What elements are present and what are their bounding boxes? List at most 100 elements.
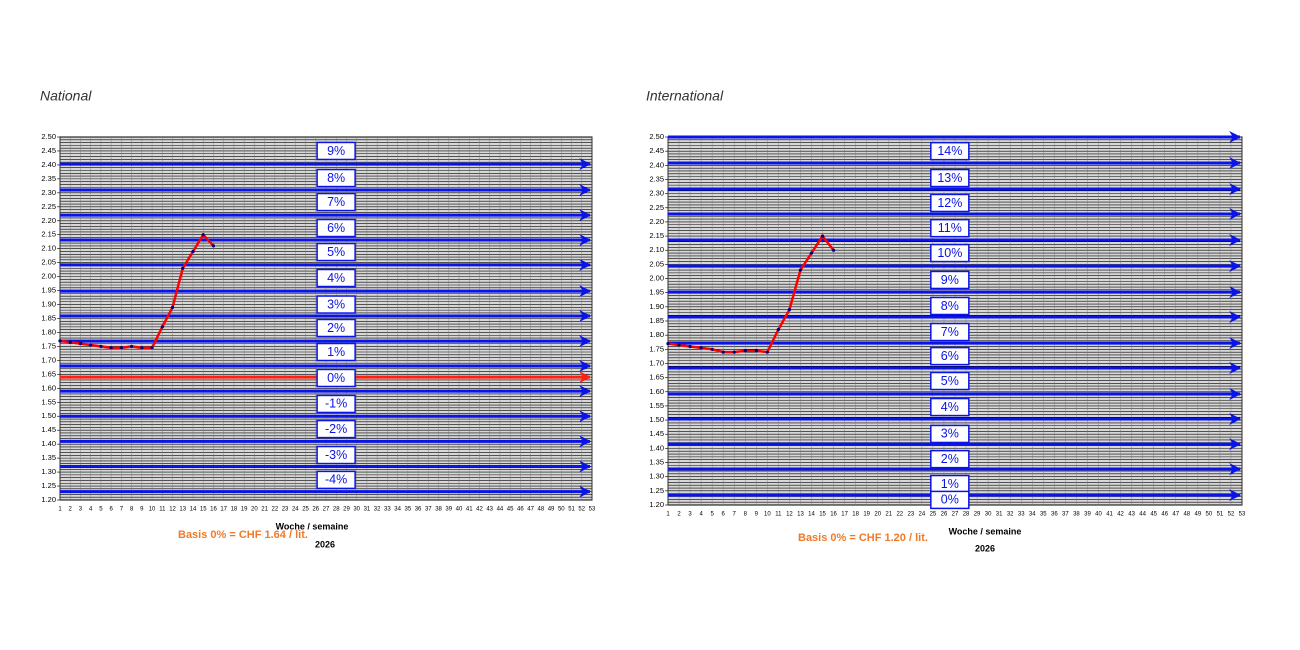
data-point (89, 343, 93, 347)
x-tick-label: 22 (272, 507, 279, 513)
x-tick-label: 39 (1084, 512, 1091, 518)
basis-annotation: Basis 0% = CHF 1.20 / lit. (798, 532, 928, 544)
x-axis-label: Woche / semaine (949, 526, 1022, 536)
data-point (211, 244, 216, 248)
level-box (930, 218, 970, 238)
y-tick-label: 1.85 (649, 316, 664, 325)
y-tick-label: 1.95 (649, 288, 664, 297)
y-tick-label: 1.20 (41, 495, 56, 504)
level-label: 3% (327, 297, 345, 311)
x-tick-label: 51 (568, 507, 575, 513)
x-tick-label: 49 (1195, 512, 1202, 518)
x-tick-label: 13 (797, 512, 804, 518)
level-box (930, 270, 970, 290)
level-box (930, 243, 970, 263)
data-point (732, 350, 736, 354)
data-point (688, 344, 692, 349)
y-tick-label: 2.10 (649, 245, 664, 254)
y-tick-label: 1.25 (41, 481, 56, 490)
x-axis-year: 2026 (315, 539, 335, 549)
x-tick-label: 41 (1106, 512, 1113, 518)
x-tick-label: 18 (231, 507, 238, 513)
x-tick-label: 16 (210, 507, 217, 513)
x-tick-label: 22 (896, 512, 903, 518)
x-tick-label: 41 (466, 507, 473, 513)
y-tick-label: 2.45 (41, 146, 56, 155)
data-point (710, 347, 714, 351)
y-tick-label: 2.05 (41, 258, 56, 267)
x-tick-label: 43 (486, 507, 493, 513)
level-box (316, 218, 356, 238)
y-tick-label: 1.70 (649, 358, 664, 367)
level-label: 2% (941, 452, 959, 466)
x-tick-label: 16 (830, 512, 837, 518)
y-tick-label: 1.60 (649, 387, 664, 396)
x-tick-label: 9 (140, 507, 144, 513)
x-tick-label: 40 (456, 507, 463, 513)
data-line (667, 233, 835, 354)
level-label: 1% (327, 345, 345, 359)
y-tick-label: 1.30 (649, 472, 664, 481)
level-label: 14% (937, 144, 962, 158)
level-label: 13% (937, 171, 962, 185)
x-tick-label: 12 (169, 507, 176, 513)
level-box (930, 322, 970, 342)
data-point (787, 308, 792, 312)
level-label: 0% (941, 493, 959, 507)
level-label: 5% (941, 374, 959, 388)
x-tick-label: 15 (200, 507, 207, 513)
x-tick-label: 53 (1239, 512, 1246, 518)
level-label: 4% (327, 271, 345, 285)
x-tick-label: 42 (476, 507, 483, 513)
level-box (316, 368, 356, 388)
y-tick-label: 1.75 (649, 344, 664, 353)
level-label: 9% (327, 144, 345, 158)
level-label: 5% (327, 245, 345, 259)
y-tick-label: 1.35 (649, 458, 664, 467)
x-tick-label: 23 (908, 512, 915, 518)
y-tick-label: 2.50 (41, 132, 56, 141)
x-tick-label: 51 (1217, 512, 1224, 518)
x-tick-label: 36 (1051, 512, 1058, 518)
x-tick-label: 27 (323, 507, 330, 513)
x-tick-label: 17 (841, 512, 848, 518)
data-point (699, 346, 703, 350)
y-tick-label: 2.20 (41, 216, 56, 225)
x-tick-label: 12 (786, 512, 793, 518)
y-tick-label: 2.40 (649, 160, 664, 169)
x-tick-label: 4 (89, 507, 93, 513)
level-box (930, 193, 970, 213)
x-tick-label: 31 (364, 507, 371, 513)
y-tick-label: 1.50 (41, 411, 56, 420)
x-tick-label: 34 (394, 507, 401, 513)
level-box (316, 242, 356, 262)
data-point (743, 349, 747, 353)
level-label: 2% (327, 321, 345, 335)
level-box (930, 424, 970, 444)
level-box (316, 394, 356, 414)
y-tick-label: 2.35 (41, 174, 56, 183)
level-box (930, 490, 970, 510)
level-box (316, 470, 356, 490)
y-tick-label: 2.35 (649, 174, 664, 183)
x-tick-label: 53 (589, 507, 596, 513)
x-tick-label: 36 (415, 507, 422, 513)
data-point (160, 325, 164, 329)
y-tick-label: 2.45 (649, 146, 664, 155)
x-tick-label: 49 (548, 507, 555, 513)
level-box (316, 445, 356, 465)
level-box (316, 295, 356, 314)
x-tick-label: 21 (885, 512, 892, 518)
x-tick-label: 11 (159, 507, 166, 513)
level-box (316, 318, 356, 338)
x-tick-label: 17 (220, 507, 227, 513)
x-tick-label: 7 (120, 507, 124, 513)
data-point (140, 346, 144, 350)
y-tick-label: 1.65 (41, 369, 56, 378)
x-tick-label: 14 (808, 512, 815, 518)
x-tick-label: 1 (666, 512, 670, 518)
y-tick-label: 1.30 (41, 467, 56, 476)
x-tick-label: 32 (1007, 512, 1014, 518)
x-tick-label: 35 (405, 507, 412, 513)
